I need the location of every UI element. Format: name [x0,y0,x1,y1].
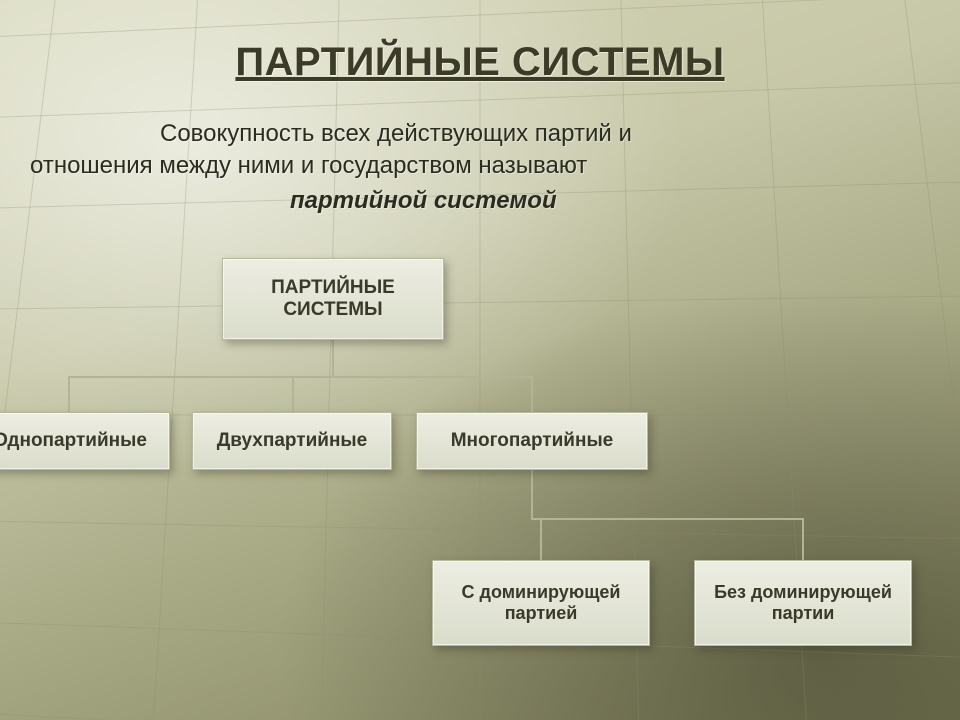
connector [332,340,334,376]
page-title: ПАРТИЙНЫЕ СИСТЕМЫ [0,40,960,85]
definition-line2: отношения между ними и государством назы… [30,152,587,179]
node-label: Многопартийные [451,430,614,452]
node-one-party: Однопартийные [0,412,170,470]
node-label: С доминирующей партией [443,582,639,624]
connector [540,518,542,560]
node-no-dominant: Без доминирующей партии [694,560,912,646]
node-label: Без доминирующей партии [705,582,901,624]
node-label: ПАРТИЙНЫЕ СИСТЕМЫ [233,277,433,321]
definition-line1: Совокупность всех действующих партий и [30,118,930,150]
node-label: Однопартийные [0,430,147,452]
node-label: Двухпартийные [217,430,367,452]
connector [68,376,70,412]
node-multi-party: Многопартийные [416,412,648,470]
definition-text: Совокупность всех действующих партий и о… [30,118,930,217]
connector [531,470,533,518]
connector [292,376,294,412]
node-two-party: Двухпартийные [192,412,392,470]
connector [531,518,804,520]
node-dominant: С доминирующей партией [432,560,650,646]
definition-emphasis: партийной системой [30,185,930,217]
connector [68,376,533,378]
node-root: ПАРТИЙНЫЕ СИСТЕМЫ [222,258,444,340]
connector [531,376,533,412]
connector [802,518,804,560]
